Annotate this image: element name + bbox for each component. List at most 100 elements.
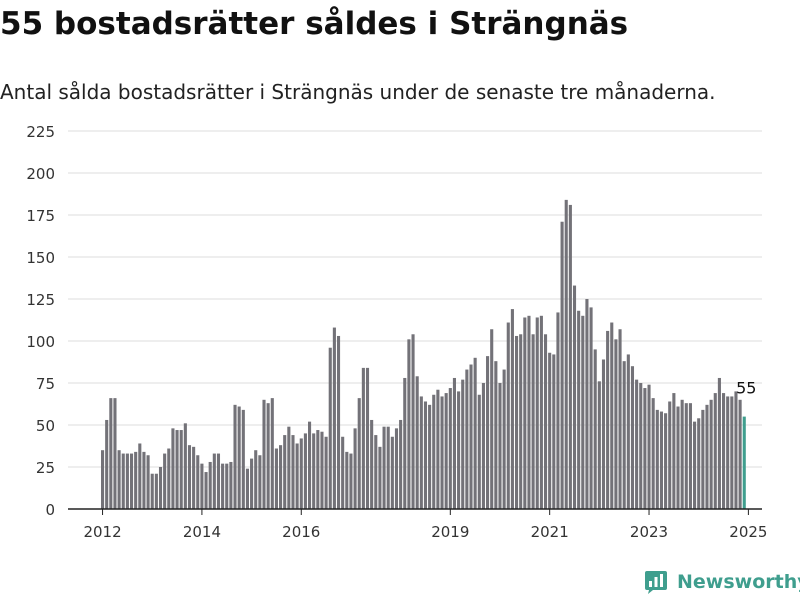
bar xyxy=(651,398,655,509)
bar xyxy=(167,448,171,509)
y-tick-label: 25 xyxy=(36,459,55,477)
bar xyxy=(539,315,543,509)
bar xyxy=(117,450,121,509)
bar xyxy=(125,453,129,509)
bar xyxy=(245,468,249,509)
bar xyxy=(101,450,105,509)
bar xyxy=(187,445,192,509)
bar xyxy=(614,339,618,509)
bar xyxy=(531,334,535,509)
bar xyxy=(341,436,345,509)
bar xyxy=(618,329,622,509)
bar xyxy=(498,383,502,509)
newsworthy-logo-icon xyxy=(645,571,667,594)
bar xyxy=(440,396,444,509)
bar xyxy=(564,199,568,509)
bar xyxy=(175,430,179,509)
bar xyxy=(423,401,428,509)
bar xyxy=(415,376,419,509)
bar xyxy=(105,419,109,509)
y-tick-label: 0 xyxy=(45,501,55,519)
bar xyxy=(378,446,382,509)
page-subtitle: Antal sålda bostadsrätter i Strängnäs un… xyxy=(0,80,716,104)
bar xyxy=(129,453,134,509)
bar xyxy=(109,398,113,509)
bar xyxy=(519,334,523,509)
bar xyxy=(601,359,606,509)
bar xyxy=(473,357,477,509)
y-tick-label: 50 xyxy=(36,417,55,435)
bar xyxy=(709,399,713,509)
bar xyxy=(386,426,390,509)
x-tick-label: 2019 xyxy=(431,523,469,541)
bar xyxy=(250,458,254,509)
bar xyxy=(299,438,303,509)
bar xyxy=(365,367,370,509)
bar xyxy=(717,377,721,509)
bar xyxy=(556,312,560,509)
bar xyxy=(279,445,283,509)
bar xyxy=(432,394,436,509)
y-tick-label: 200 xyxy=(26,165,55,183)
bar xyxy=(208,461,212,509)
bar xyxy=(606,330,610,509)
bar xyxy=(734,391,738,509)
bar xyxy=(150,473,154,509)
bar xyxy=(684,403,688,509)
bar xyxy=(324,436,328,509)
bar xyxy=(262,399,266,509)
bar xyxy=(726,396,730,509)
x-tick-label: 2023 xyxy=(630,523,668,541)
bar xyxy=(287,426,291,509)
bar xyxy=(647,384,651,509)
y-tick-label: 225 xyxy=(26,123,55,141)
bar xyxy=(527,315,531,509)
y-tick-label: 150 xyxy=(26,249,55,267)
bar xyxy=(320,431,324,509)
bar xyxy=(502,369,506,509)
bar xyxy=(622,361,626,509)
bar xyxy=(643,388,647,509)
bar xyxy=(192,446,196,509)
bar xyxy=(146,455,150,509)
newsworthy-brand: Newsworthy xyxy=(643,569,800,595)
bar xyxy=(639,383,643,509)
x-tick-label: 2016 xyxy=(282,523,320,541)
bar xyxy=(452,377,456,509)
bar xyxy=(630,366,635,509)
bar xyxy=(266,403,270,509)
bar xyxy=(399,419,403,509)
bar xyxy=(486,356,490,509)
bar xyxy=(308,421,312,509)
bar xyxy=(345,451,349,509)
bar xyxy=(216,453,221,509)
bar xyxy=(394,428,399,509)
bar xyxy=(465,369,469,509)
y-tick-label: 75 xyxy=(36,375,55,393)
data-label-latest: 55 xyxy=(736,379,756,398)
bar xyxy=(270,398,274,509)
x-tick-label: 2012 xyxy=(83,523,121,541)
bar xyxy=(664,413,668,509)
bar xyxy=(274,448,278,509)
bar xyxy=(469,364,473,509)
bar xyxy=(577,310,581,509)
bar xyxy=(138,443,142,509)
bar xyxy=(411,334,415,509)
x-tick-label: 2025 xyxy=(729,523,767,541)
bar xyxy=(672,393,676,509)
bar xyxy=(688,403,692,509)
bar xyxy=(254,450,258,509)
brand-name: Newsworthy xyxy=(677,571,800,593)
bar xyxy=(237,406,241,509)
bar xyxy=(523,317,527,509)
bar xyxy=(403,377,407,509)
bar xyxy=(163,453,167,509)
bar xyxy=(229,461,233,509)
bar xyxy=(370,419,374,509)
page-title: 55 bostadsrätter såldes i Strängnäs xyxy=(0,6,629,42)
bar xyxy=(196,455,200,509)
bar xyxy=(448,388,452,509)
bar xyxy=(374,435,378,509)
